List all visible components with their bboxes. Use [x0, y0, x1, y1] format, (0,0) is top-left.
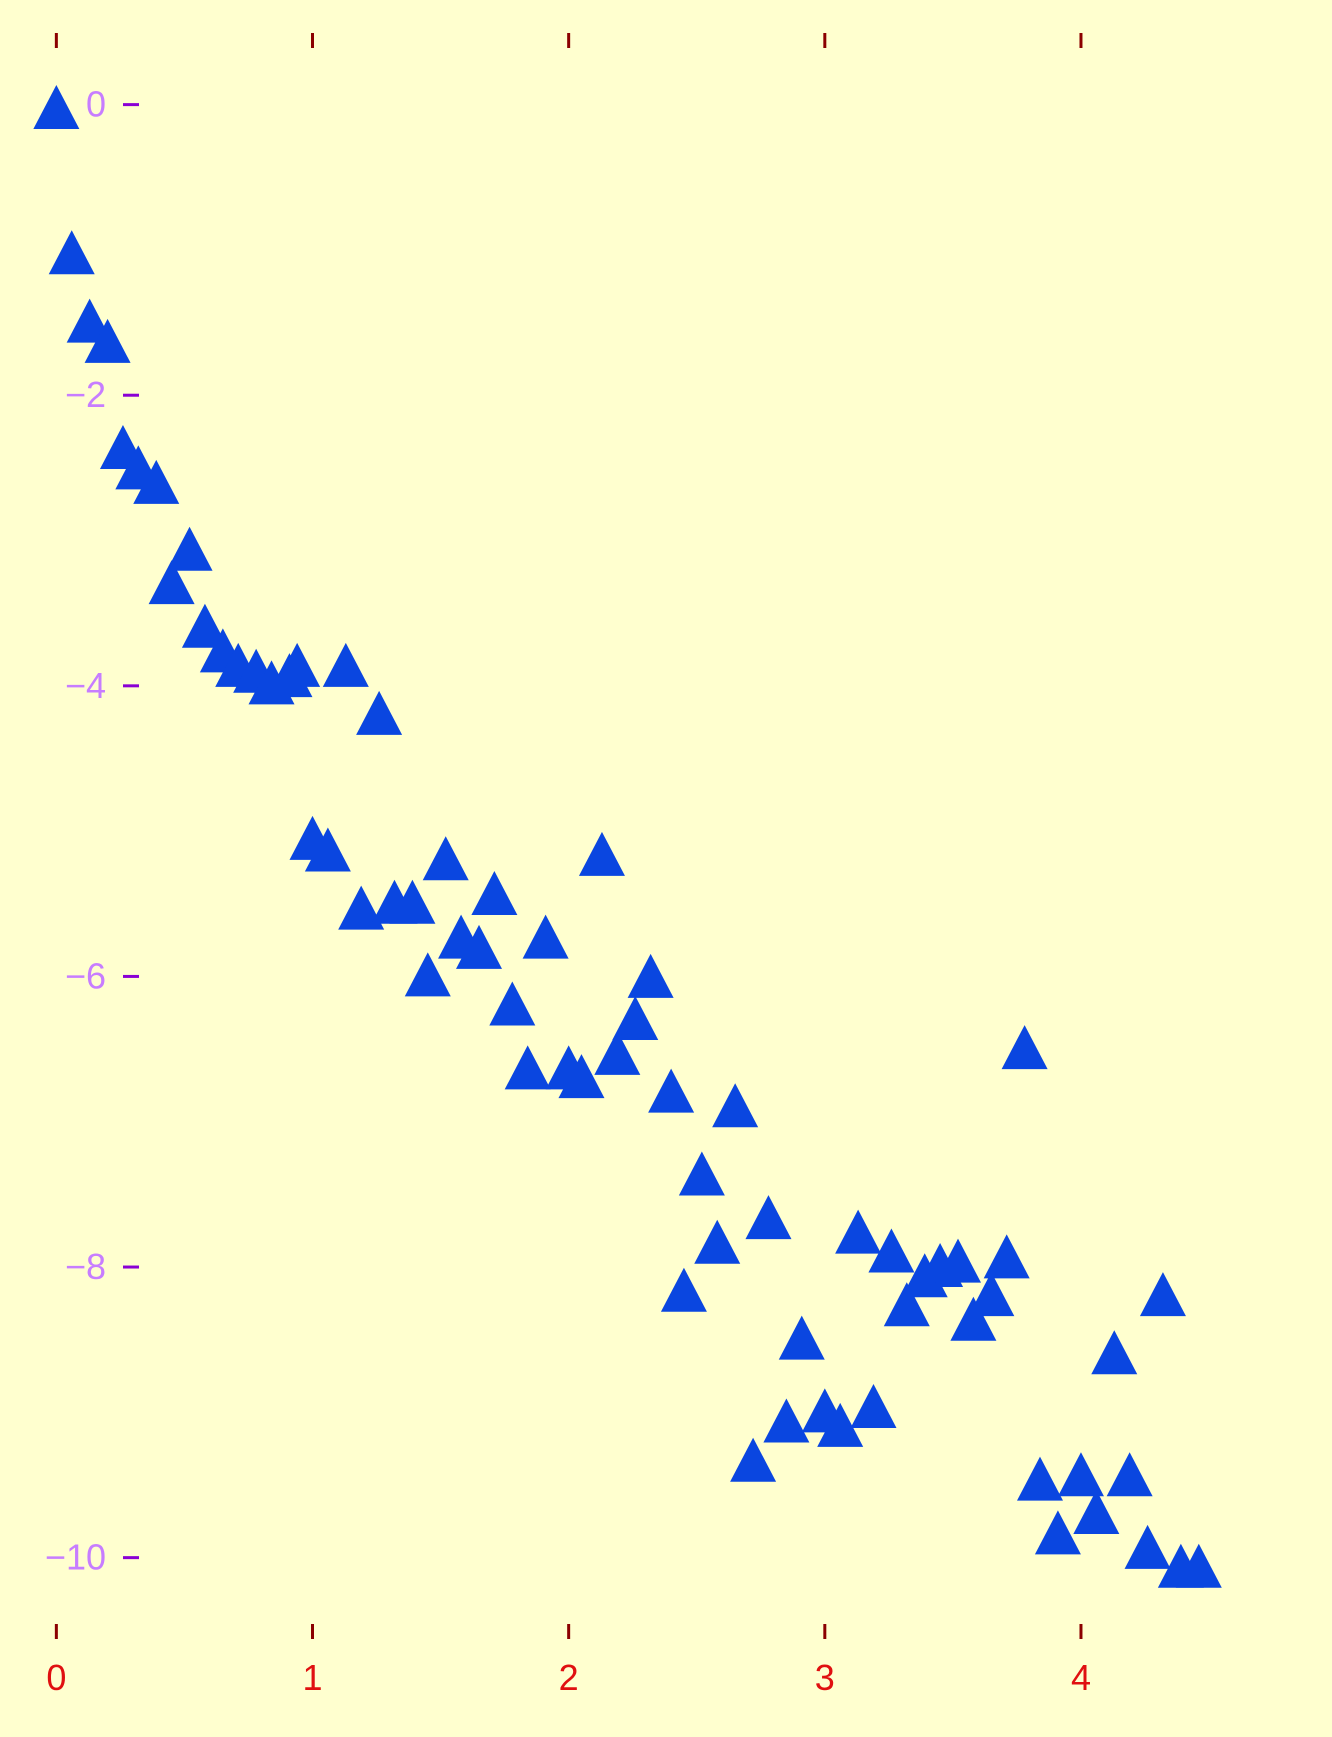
data-point-triangle — [950, 1296, 997, 1341]
data-point-triangle — [404, 952, 451, 997]
data-point-triangle — [1057, 1452, 1104, 1497]
data-point-triangle — [133, 459, 180, 504]
data-point-triangle — [1034, 1510, 1081, 1555]
axis-ticks: 0 1 2 3 4 0 −2 −4 −6 −8 −10 — [45, 33, 1091, 1698]
data-point-triangle — [730, 1437, 777, 1482]
data-point-triangle — [389, 879, 436, 924]
data-point-triangle — [1073, 1490, 1120, 1535]
data-point-triangle — [1091, 1330, 1138, 1375]
data-point-triangle — [678, 1151, 725, 1196]
x-tick-label: 0 — [46, 1657, 66, 1698]
x-tick-label: 2 — [559, 1657, 579, 1698]
data-point-triangle — [322, 642, 369, 687]
y-tick-label: 0 — [86, 84, 106, 125]
data-point-triangle — [983, 1234, 1030, 1279]
data-point-triangle — [850, 1383, 897, 1428]
data-point-triangle — [33, 84, 80, 129]
data-point-triangle — [356, 690, 403, 735]
data-point-triangle — [84, 318, 131, 363]
data-point-triangle — [935, 1238, 982, 1283]
x-tick-label: 4 — [1071, 1657, 1091, 1698]
data-point-triangle — [558, 1054, 605, 1099]
data-point-triangle — [48, 230, 95, 275]
data-point-triangle — [594, 1030, 641, 1075]
data-point-triangle — [578, 831, 625, 876]
data-point-triangle — [338, 885, 385, 930]
data-point-triangle — [817, 1402, 864, 1447]
y-tick-label: −2 — [65, 374, 106, 415]
data-point-triangle — [778, 1315, 825, 1360]
data-point-triangle — [166, 526, 213, 571]
data-point-triangle — [1175, 1543, 1222, 1588]
data-point-triangle — [489, 981, 536, 1026]
data-point-triangle — [835, 1209, 882, 1254]
y-tick-label: −4 — [65, 665, 106, 706]
data-point-triangle — [763, 1398, 810, 1443]
data-point-triangle — [1001, 1025, 1048, 1070]
data-point-triangle — [694, 1219, 741, 1264]
data-point-triangle — [712, 1083, 759, 1128]
data-point-triangle — [627, 953, 674, 998]
y-tick-label: −6 — [65, 955, 106, 996]
data-point-triangle — [181, 603, 228, 648]
x-tick-label: 1 — [302, 1657, 322, 1698]
data-point-triangle — [868, 1228, 915, 1273]
data-point-triangle — [1106, 1452, 1153, 1497]
data-point-triangle — [1124, 1524, 1171, 1569]
data-point-triangle — [968, 1272, 1015, 1317]
data-point-triangle — [660, 1267, 707, 1312]
data-point-triangle — [471, 871, 518, 916]
data-point-triangle — [148, 560, 195, 605]
data-point-triangle — [1139, 1272, 1186, 1317]
data-point-triangle — [612, 996, 659, 1041]
data-point-triangle — [304, 827, 351, 872]
data-point-triangle — [422, 836, 469, 881]
data-point-triangle — [456, 924, 503, 969]
data-point-triangle — [745, 1195, 792, 1240]
data-point-triangle — [522, 914, 569, 959]
data-points — [33, 84, 1222, 1588]
data-point-triangle — [883, 1282, 930, 1327]
data-point-triangle — [504, 1045, 551, 1090]
x-tick-label: 3 — [815, 1657, 835, 1698]
y-tick-label: −8 — [65, 1246, 106, 1287]
y-tick-label: −10 — [45, 1537, 106, 1578]
data-point-triangle — [1016, 1456, 1063, 1501]
data-point-triangle — [274, 642, 321, 687]
data-point-triangle — [648, 1068, 695, 1113]
